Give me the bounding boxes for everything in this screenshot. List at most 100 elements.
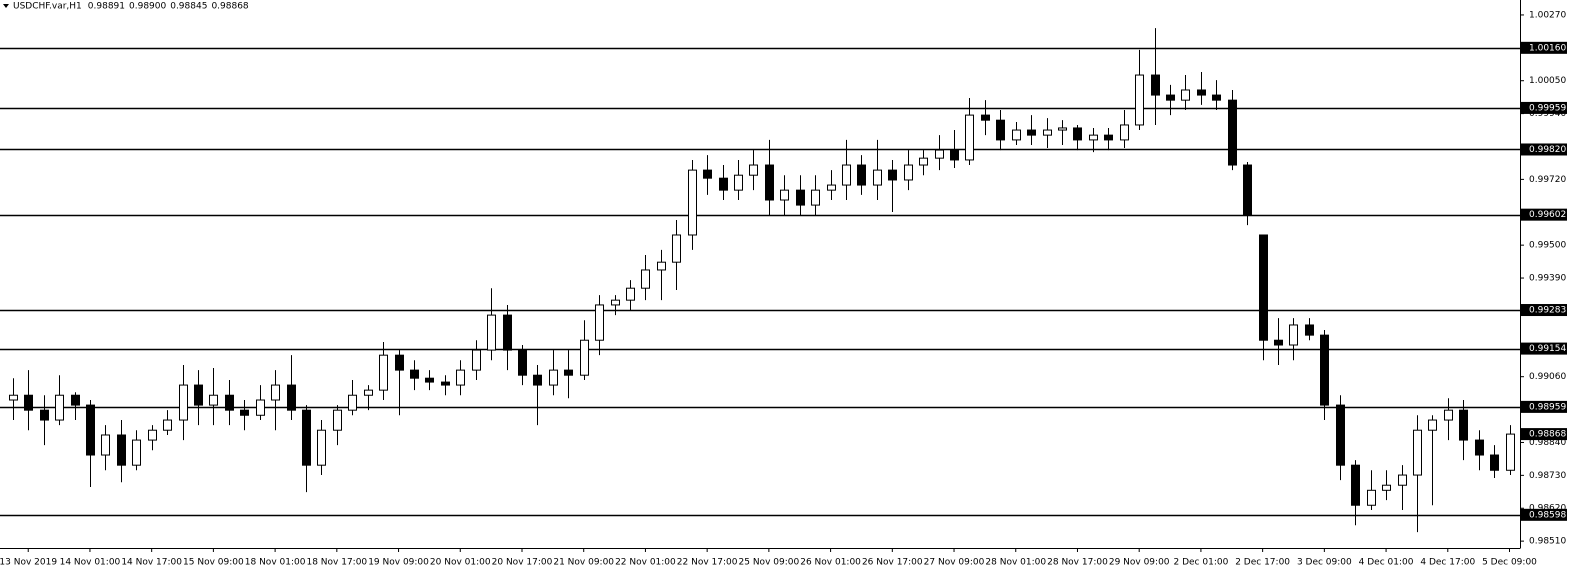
candle-body — [688, 169, 697, 236]
chart-title: USDCHF.var,H1 — [13, 2, 82, 12]
candle-body — [533, 374, 542, 386]
candle-body — [1367, 489, 1376, 506]
candle-body — [873, 169, 882, 186]
candle-body — [734, 174, 743, 191]
x-tick-label: 28 Nov 17:00 — [1047, 558, 1108, 568]
candle-body — [811, 189, 820, 206]
candle-body — [765, 164, 774, 201]
candle-body — [55, 394, 64, 421]
candle-body — [1490, 454, 1499, 471]
candle-body — [1043, 129, 1052, 136]
x-tick-label: 26 Nov 01:00 — [800, 558, 861, 568]
y-tick-label: 0.98840 — [1529, 438, 1566, 448]
y-tick-label: 0.99390 — [1529, 274, 1566, 284]
y-tick-label: 1.00050 — [1529, 76, 1566, 86]
y-tick-label: 0.99720 — [1529, 175, 1566, 185]
x-tick-label: 22 Nov 17:00 — [677, 558, 738, 568]
candle-body — [271, 384, 280, 401]
candle-body — [1197, 89, 1206, 96]
candle-body — [842, 164, 851, 186]
candle-body — [626, 287, 635, 301]
level-box — [1521, 304, 1567, 317]
x-tick-label: 14 Nov 01:00 — [60, 558, 121, 568]
candle-body — [348, 394, 357, 411]
candle-body — [456, 369, 465, 386]
candle-body — [333, 409, 342, 431]
level-label: 0.99154 — [1529, 344, 1566, 354]
candle-body — [580, 339, 589, 376]
candle-body — [209, 394, 218, 406]
candle-body — [194, 384, 203, 406]
candle-body — [1027, 129, 1036, 136]
candle-body — [1413, 429, 1422, 476]
candle-body — [1382, 484, 1391, 491]
x-tick-label: 3 Dec 09:00 — [1297, 558, 1352, 568]
candle-body — [256, 399, 265, 416]
candle-body — [857, 164, 866, 186]
candle-body — [1336, 404, 1345, 466]
x-tick-label: 2 Dec 01:00 — [1174, 558, 1229, 568]
current-price-label: 0.98868 — [1529, 430, 1566, 440]
x-tick-label: 25 Nov 09:00 — [739, 558, 800, 568]
candle-body — [965, 114, 974, 161]
level-box — [1521, 208, 1567, 221]
candle-body — [425, 377, 434, 383]
candle-body — [1089, 134, 1098, 141]
candle-body — [379, 354, 388, 391]
candle-body — [1428, 419, 1437, 431]
y-tick-label: 0.98510 — [1529, 537, 1566, 547]
candle-body — [611, 299, 620, 306]
level-box — [1521, 143, 1567, 156]
candle-body — [410, 369, 419, 379]
candle-body — [179, 384, 188, 421]
candle-body — [441, 381, 450, 386]
candle-body — [780, 189, 789, 201]
candle-body — [287, 384, 296, 411]
candle-body — [888, 169, 897, 181]
x-tick-label: 15 Nov 09:00 — [183, 558, 244, 568]
candle-body — [935, 149, 944, 159]
candle-body — [641, 269, 650, 289]
candle-body — [1305, 324, 1314, 336]
x-tick-label: 21 Nov 09:00 — [553, 558, 614, 568]
level-box — [1521, 41, 1567, 54]
x-tick-label: 2 Dec 17:00 — [1235, 558, 1290, 568]
candle-body — [24, 394, 33, 411]
candle-body — [71, 394, 80, 406]
candle-body — [40, 409, 49, 421]
candle-body — [1058, 127, 1067, 131]
candle-body — [1289, 324, 1298, 346]
candle-body — [1212, 94, 1221, 101]
y-tick-label: 0.99940 — [1529, 109, 1566, 119]
candle-body — [364, 389, 373, 396]
candle-body — [163, 419, 172, 431]
candle-body — [703, 169, 712, 179]
candle-body — [672, 234, 681, 263]
candle-body — [1151, 74, 1160, 96]
level-label: 0.99602 — [1529, 210, 1566, 220]
level-label: 0.99959 — [1529, 103, 1566, 113]
level-box — [1521, 508, 1567, 521]
candle-body — [487, 314, 496, 351]
level-label: 0.98598 — [1529, 510, 1566, 520]
x-tick-label: 4 Dec 17:00 — [1420, 558, 1475, 568]
y-tick-label: 0.98730 — [1529, 471, 1566, 481]
candle-body — [317, 429, 326, 466]
candle-body — [1320, 334, 1329, 406]
candle-body — [1259, 234, 1268, 341]
candle-body — [1120, 124, 1129, 141]
candle-body — [117, 434, 126, 466]
x-tick-label: 13 Nov 2019 — [0, 558, 57, 568]
quote-value: 0.98845 — [170, 2, 207, 12]
candle-body — [132, 439, 141, 466]
candle-body — [1398, 474, 1407, 486]
candle-body — [950, 149, 959, 161]
level-box — [1521, 400, 1567, 413]
x-tick-label: 26 Nov 17:00 — [862, 558, 923, 568]
candle-body — [749, 164, 758, 176]
candle-body — [1243, 164, 1252, 216]
menu-triangle[interactable] — [3, 4, 9, 8]
x-tick-label: 28 Nov 01:00 — [985, 558, 1046, 568]
candle-body — [1506, 433, 1515, 471]
